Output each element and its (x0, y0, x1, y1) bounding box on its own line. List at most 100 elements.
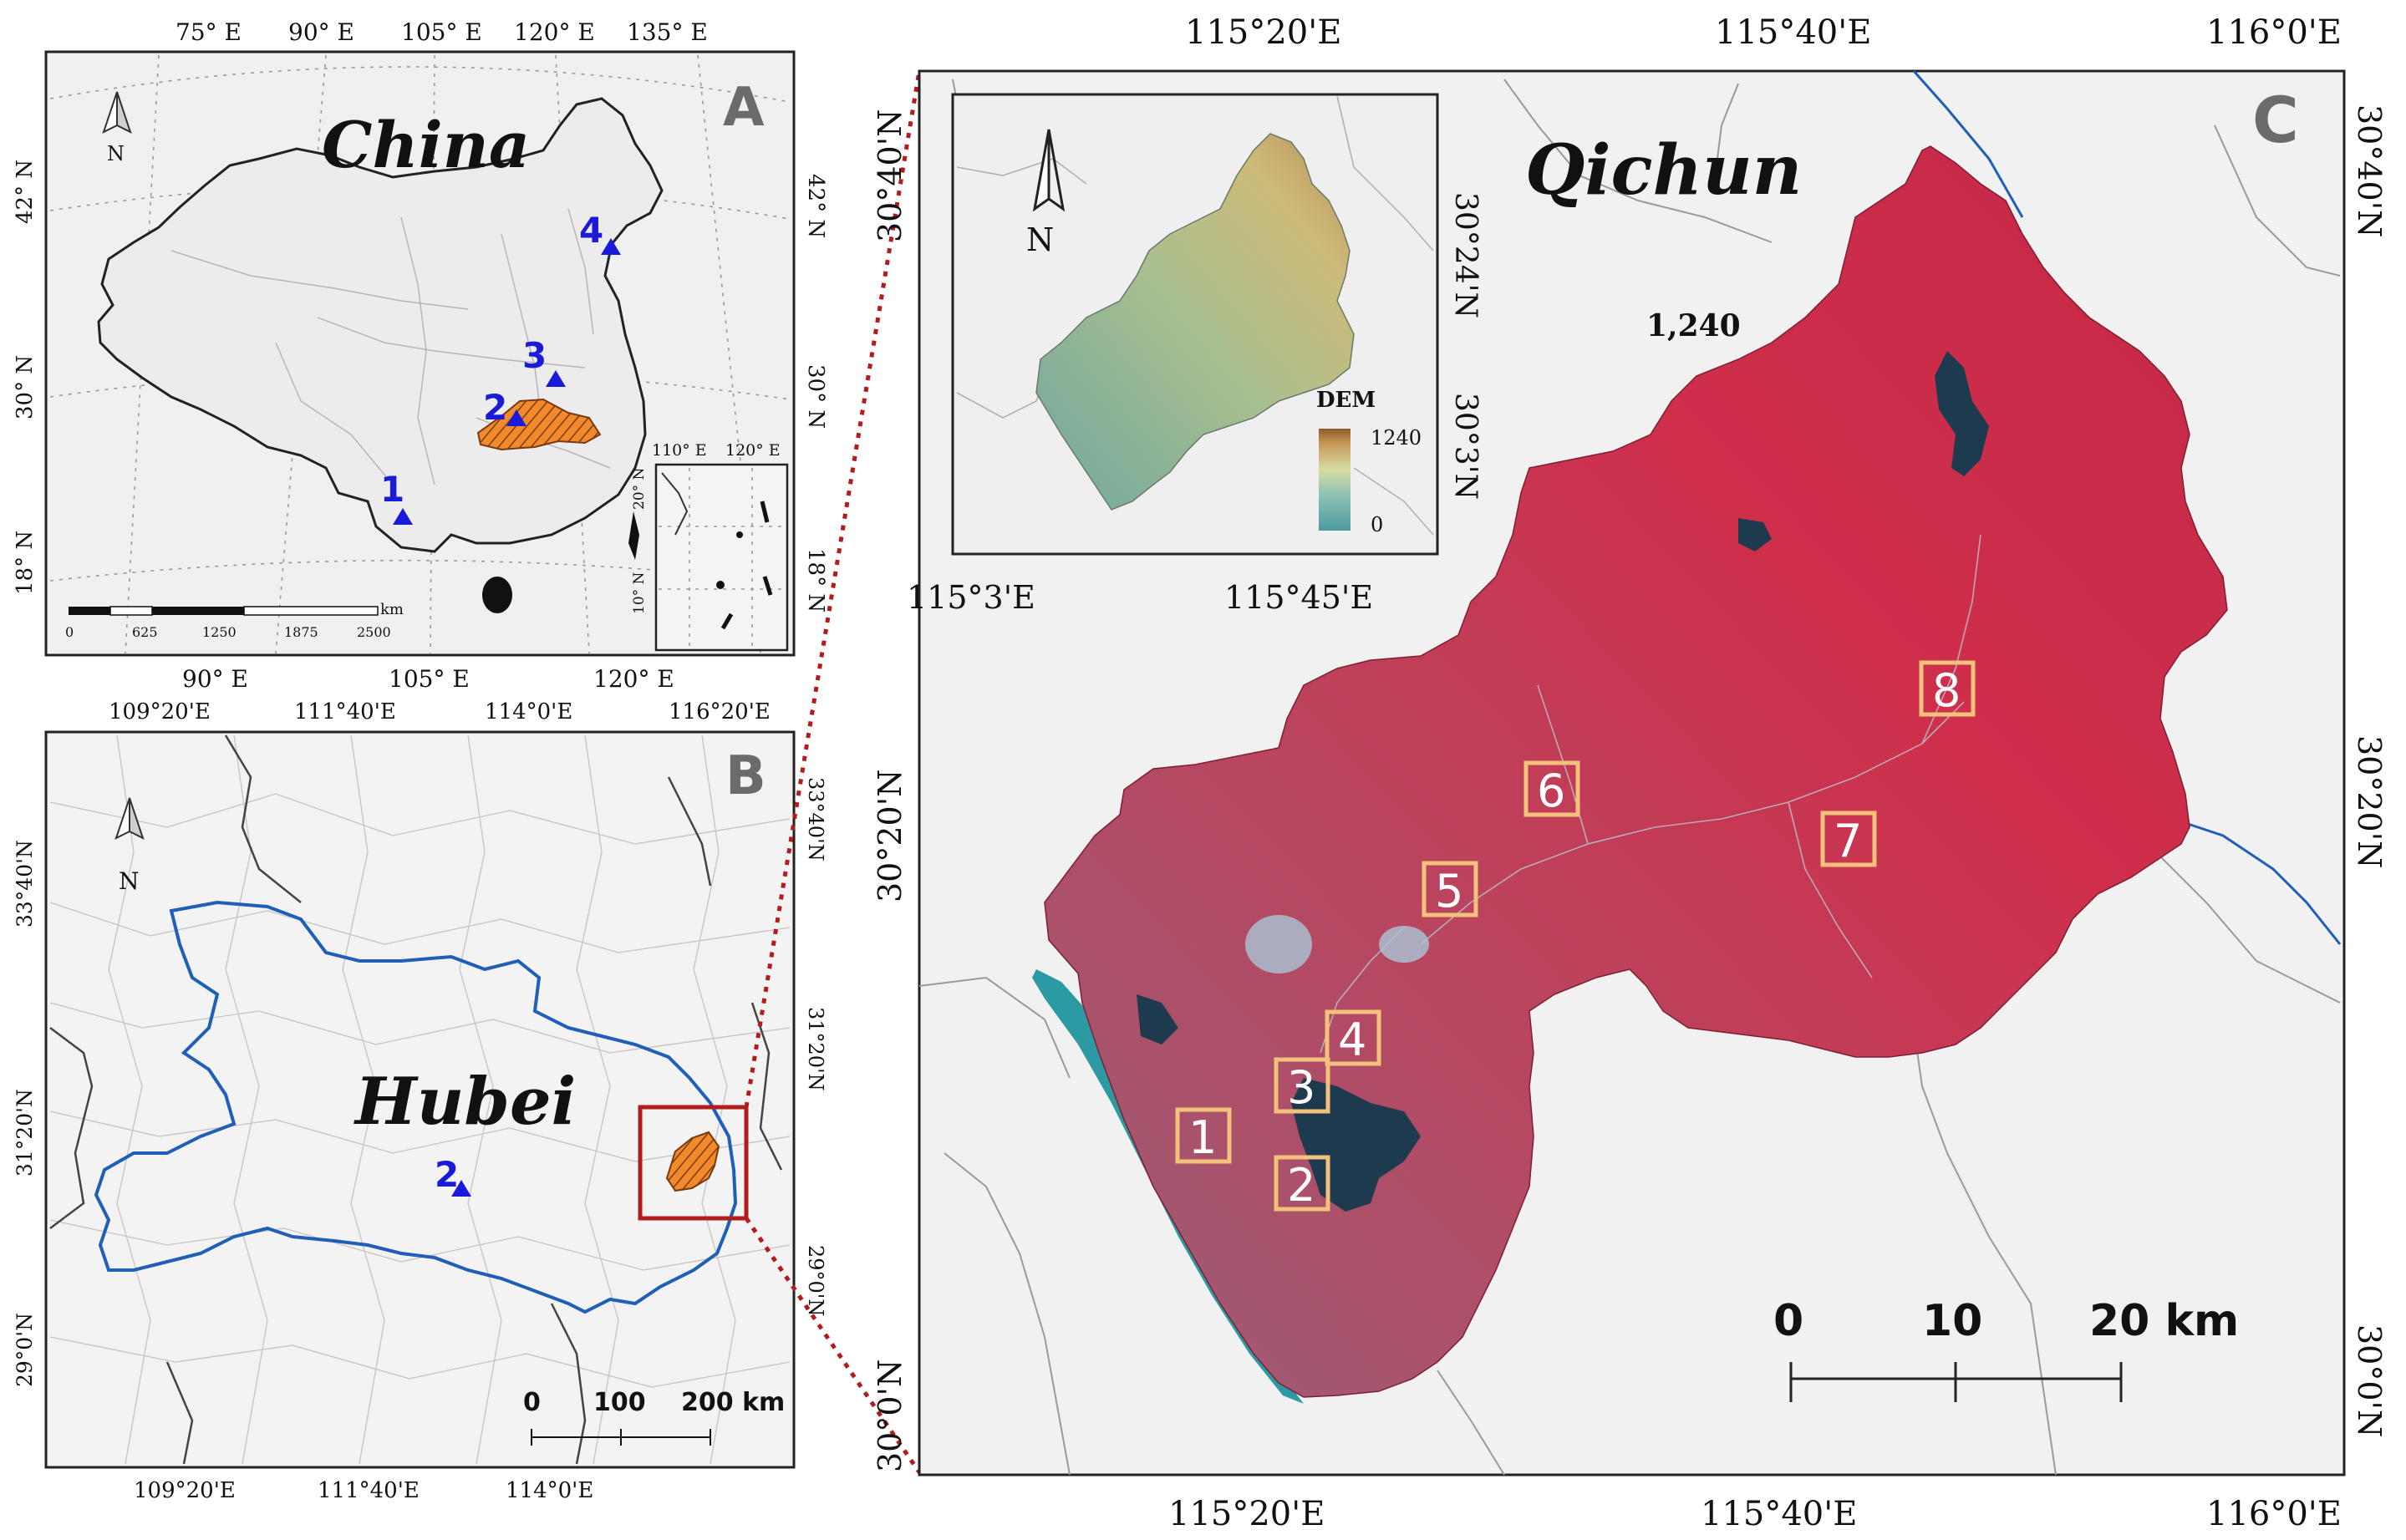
dem-right-tick-0: 30°24'N (1448, 192, 1483, 318)
panel-c-left-ticks: 30°40'N 30°20'N 30°0'N (872, 109, 908, 1472)
north-label-b: N (119, 867, 140, 895)
panel-b-right-ticks: 33°40'N 31°20'N 29°0'N (804, 777, 827, 1316)
sample-box-1 (1175, 1107, 1232, 1164)
panel-a-right-ticks: 42° N 30° N 18° N (803, 174, 828, 612)
taiwan-island (628, 511, 639, 560)
b-left-tick-1: 31°20'N (13, 1089, 37, 1177)
scale-a-tick-0: 0 (65, 624, 74, 640)
panel-b-letter: B (725, 745, 766, 807)
dem-county-shape (1035, 133, 1355, 511)
panel-c-letter: C (2252, 83, 2299, 157)
a-right-tick-30n: 30° N (803, 364, 828, 429)
site-label-4: 4 (579, 210, 603, 251)
scale-a-unit: km (380, 601, 404, 618)
b-bottom-tick-0: 109°20'E (134, 1478, 236, 1503)
c-left-tick-1: 30°20'N (872, 770, 908, 902)
sample-box-label-4: 4 (1338, 1014, 1366, 1066)
b-top-tick-2: 114°0'E (485, 699, 572, 724)
panel-b-hubei: 2 N Hubei B 0 100 200 km 109°20'E 111°40… (13, 699, 827, 1503)
dem-legend-title: DEM (1316, 388, 1376, 413)
b-left-tick-2: 29°0'N (13, 1313, 37, 1387)
panel-b-frame (44, 730, 796, 1469)
qichun-county-fcc (1044, 145, 2228, 1398)
panel-a-letter: A (723, 77, 765, 139)
c-top-tick-0: 115°20'E (1185, 13, 1341, 52)
hubei-highlight (476, 398, 602, 451)
inset-frame (654, 463, 789, 652)
north-arrow-b: N (114, 797, 145, 895)
a-bottom-tick-120e: 120° E (593, 665, 674, 693)
qichun-link-box (638, 1105, 749, 1221)
panel-c-qichun: 1 2 3 4 5 6 7 8 (872, 13, 2388, 1533)
sample-box-label-5: 5 (1435, 865, 1463, 917)
a-top-tick-120e: 120° E (514, 18, 595, 46)
peak-elevation-label: 1,240 (1646, 308, 1741, 343)
panel-c-right-ticks: 30°40'N 30°20'N 30°0'N (2351, 104, 2388, 1437)
a-right-tick-18n: 18° N (803, 548, 828, 612)
inset-tick-110e: 110° E (652, 441, 707, 460)
b-top-tick-1: 111°40'E (294, 699, 396, 724)
c-right-tick-1: 30°20'N (2351, 735, 2388, 868)
inset-tick-120e: 120° E (725, 441, 781, 460)
dem-legend-ramp (1319, 429, 1351, 531)
c-bottom-tick-2: 116°0'E (2206, 1495, 2342, 1533)
dem-north-arrow: N (1026, 129, 1066, 258)
c-right-tick-0: 30°40'N (2351, 104, 2388, 237)
scale-b-tick-0: 0 (523, 1388, 541, 1417)
sample-box-label-6: 6 (1537, 765, 1565, 817)
site-label-1: 1 (380, 469, 404, 510)
site-marker-3 (546, 370, 566, 387)
b-top-tick-0: 109°20'E (109, 699, 211, 724)
scale-a-tick-2500: 2500 (357, 624, 391, 640)
panel-c-title: Qichun (1525, 130, 1802, 211)
dem-inset: N DEM 1240 0 115°3'E 115°45'E 30°24'N 30… (907, 93, 1483, 616)
panel-a-top-ticks: 75° E 90° E 105° E 120° E 135° E (175, 18, 708, 46)
site-marker-2 (506, 409, 526, 426)
sample-box-5 (1422, 861, 1478, 917)
sample-box-label-7: 7 (1834, 815, 1862, 867)
site-label-b-2: 2 (435, 1154, 459, 1195)
scale-b-tick-200: 200 km (681, 1388, 785, 1417)
dem-north-label: N (1026, 221, 1054, 258)
qichun-drainage (1320, 534, 1981, 1054)
panel-b-county-lines (49, 734, 791, 1465)
panel-a-bottom-ticks: 90° E 105° E 120° E (182, 665, 674, 693)
dem-legend-min: 0 (1371, 513, 1383, 536)
site-label-2: 2 (483, 387, 507, 428)
site-markers-a: 1 2 3 4 (380, 210, 621, 525)
inset-tick-20n: 20° N (631, 467, 648, 510)
sample-box-label-1: 1 (1188, 1111, 1217, 1164)
scale-a-tick-625: 625 (132, 624, 158, 640)
dem-bottom-tick-1: 115°45'E (1224, 579, 1373, 616)
panel-c-bottom-ticks: 115°20'E 115°40'E 116°0'E (1168, 1495, 2342, 1533)
sample-box-7 (1820, 811, 1877, 867)
c-left-tick-0: 30°40'N (872, 109, 908, 242)
hubei-outline (94, 900, 738, 1314)
panel-a-china: 1 2 3 4 110° E 120° E 20° N 10° N (13, 18, 828, 693)
south-china-sea-inset: 110° E 120° E 20° N 10° N (631, 441, 789, 652)
panel-c-top-ticks: 115°20'E 115°40'E 116°0'E (1185, 13, 2342, 52)
panel-a-title: China (322, 108, 530, 182)
dem-right-tick-1: 30°3'N (1448, 393, 1483, 500)
c-left-tick-2: 30°0'N (872, 1360, 908, 1472)
c-bottom-tick-1: 115°40'E (1701, 1495, 1857, 1533)
b-right-tick-2: 29°0'N (804, 1245, 827, 1316)
b-bottom-tick-1: 111°40'E (318, 1478, 420, 1503)
scale-bar-c: 0 10 20 km (1773, 1296, 2239, 1402)
site-label-3: 3 (522, 335, 547, 376)
a-top-tick-135e: 135° E (627, 18, 708, 46)
sample-boxes: 1 2 3 4 5 6 7 8 (1175, 660, 1976, 1212)
a-top-tick-75e: 75° E (175, 18, 242, 46)
sample-box-4 (1325, 1009, 1381, 1066)
panel-b-province-lines (49, 734, 783, 1465)
sample-box-6 (1523, 760, 1580, 817)
town-patch (1245, 915, 1429, 973)
b-top-tick-3: 116°20'E (669, 699, 771, 724)
b-bottom-tick-2: 114°0'E (506, 1478, 593, 1503)
sample-box-2 (1274, 1155, 1330, 1212)
scale-a-tick-1250: 1250 (202, 624, 237, 640)
c-right-tick-2: 30°0'N (2351, 1324, 2388, 1437)
panel-b-top-ticks: 109°20'E 111°40'E 114°0'E 116°20'E (109, 699, 771, 724)
dem-bottom-tick-0: 115°3'E (907, 579, 1035, 616)
scale-a-tick-1875: 1875 (284, 624, 318, 640)
